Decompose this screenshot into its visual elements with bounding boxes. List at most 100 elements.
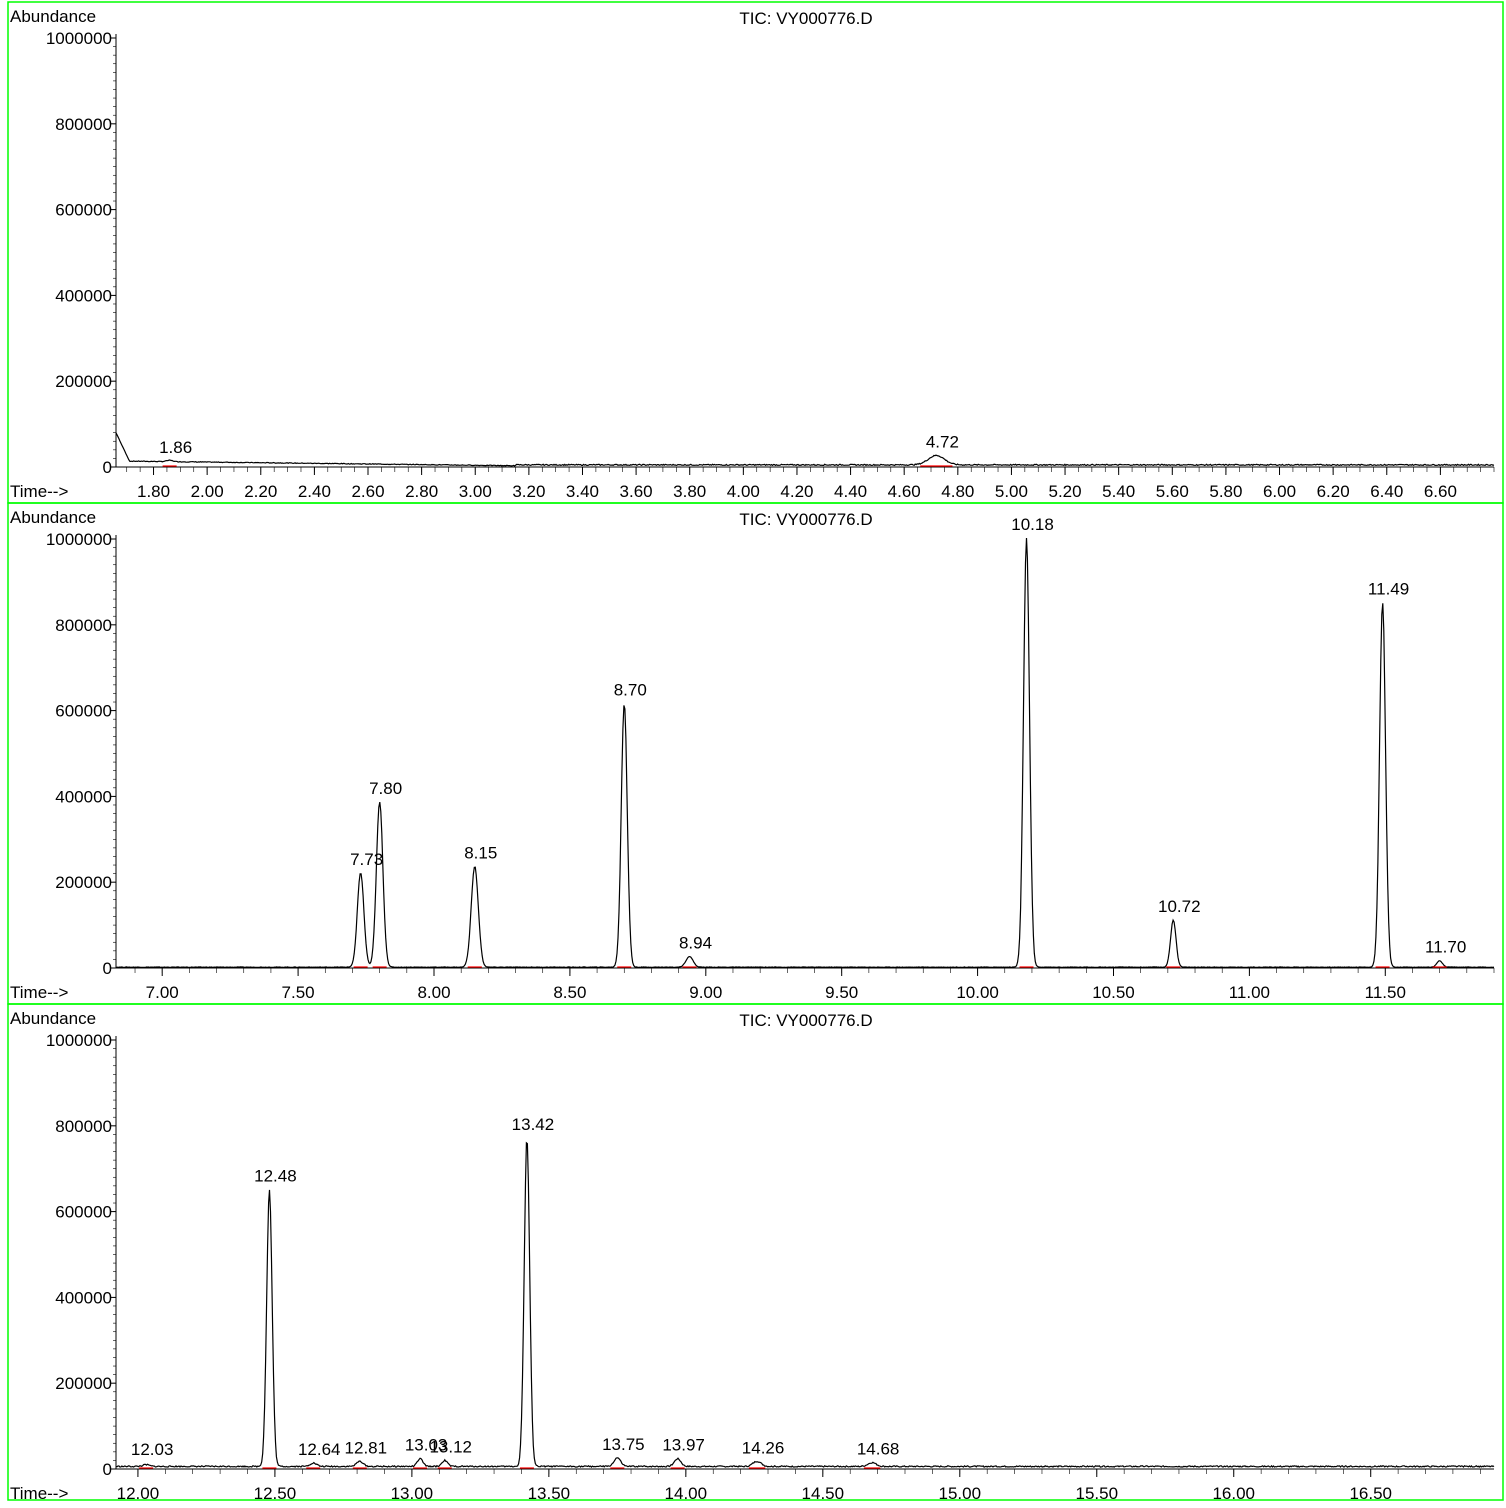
x-tick-label: 3.60: [620, 482, 653, 501]
y-tick-label: 400000: [55, 787, 112, 806]
y-tick-label: 0: [103, 959, 112, 978]
x-tick-label: 4.20: [780, 482, 813, 501]
peak-label: 13.97: [662, 1436, 705, 1455]
y-tick-label: 1000000: [46, 530, 112, 549]
x-tick-label: 4.40: [834, 482, 867, 501]
x-tick-label: 8.50: [553, 983, 586, 1002]
peak-label: 11.70: [1425, 938, 1466, 957]
x-tick-label: 7.00: [146, 983, 179, 1002]
peak-label: 1.86: [159, 438, 192, 457]
x-tick-label: 14.50: [802, 1484, 845, 1503]
y-tick-label: 0: [103, 1460, 112, 1479]
peak-label: 7.80: [369, 779, 402, 798]
x-tick-label: 2.40: [298, 482, 331, 501]
y-tick-label: 200000: [55, 1374, 112, 1393]
peak-label: 14.68: [857, 1440, 900, 1459]
x-tick-label: 6.60: [1424, 482, 1457, 501]
x-tick-label: 14.00: [665, 1484, 708, 1503]
x-tick-label: 5.60: [1156, 482, 1189, 501]
panel-frame: [7, 502, 1504, 1005]
x-tick-label: 5.20: [1049, 482, 1082, 501]
peak-label: 14.26: [742, 1438, 785, 1457]
x-tick-label: 16.50: [1349, 1484, 1392, 1503]
x-tick-label: 4.80: [941, 482, 974, 501]
panel-frame: [7, 1003, 1504, 1501]
peak-label: 11.49: [1368, 579, 1409, 598]
x-tick-label: 7.50: [282, 983, 315, 1002]
y-tick-label: 0: [103, 458, 112, 477]
y-tick-label: 800000: [55, 115, 112, 134]
x-axis-label: Time-->: [10, 983, 68, 1002]
x-tick-label: 13.50: [528, 1484, 571, 1503]
tic-trace: [115, 432, 1495, 467]
panel-1: Abundance TIC: VY000776.D Time--> 0 200000 40…: [7, 1, 1504, 504]
x-tick-label: 12.00: [117, 1484, 160, 1503]
x-tick-label: 11.00: [1229, 983, 1270, 1002]
x-tick-label: 6.20: [1317, 482, 1350, 501]
x-tick-label: 6.40: [1370, 482, 1403, 501]
tic-trace: [115, 1141, 1495, 1468]
x-tick-label: 5.00: [995, 482, 1028, 501]
peak-label: 13.42: [512, 1115, 555, 1134]
y-tick-label: 600000: [55, 702, 112, 721]
y-axis-label: Abundance: [10, 1009, 96, 1028]
y-tick-label: 800000: [55, 616, 112, 635]
x-tick-label: 1.80: [137, 482, 170, 501]
x-tick-label: 3.20: [512, 482, 545, 501]
x-tick-label: 16.00: [1212, 1484, 1255, 1503]
peak-label: 8.94: [679, 933, 712, 952]
peak-label: 7.73: [350, 850, 383, 869]
panel-2: Abundance TIC: VY000776.D Time--> 0 200000 40…: [7, 502, 1504, 1005]
x-tick-label: 8.00: [417, 983, 450, 1002]
x-tick-label: 11.50: [1365, 983, 1406, 1002]
x-tick-label: 4.60: [888, 482, 921, 501]
x-tick-label: 4.00: [727, 482, 760, 501]
x-axis-label: Time-->: [10, 482, 68, 501]
x-tick-label: 9.00: [689, 983, 722, 1002]
peak-label: 12.81: [345, 1438, 388, 1457]
chart-title: TIC: VY000776.D: [739, 1011, 872, 1030]
y-tick-label: 600000: [55, 201, 112, 220]
peak-label: 8.15: [464, 843, 497, 862]
y-tick-label: 1000000: [46, 1031, 112, 1050]
panel-frame: [7, 1, 1504, 504]
y-tick-label: 400000: [55, 1288, 112, 1307]
peak-label: 10.18: [1011, 515, 1054, 534]
x-tick-label: 15.50: [1075, 1484, 1118, 1503]
y-tick-label: 200000: [55, 873, 112, 892]
peak-label: 13.03: [405, 1436, 448, 1455]
peak-label: 8.70: [614, 680, 647, 699]
y-tick-label: 200000: [55, 372, 112, 391]
x-tick-label: 2.00: [191, 482, 224, 501]
x-tick-label: 5.80: [1209, 482, 1242, 501]
x-tick-label: 13.00: [391, 1484, 434, 1503]
x-tick-label: 10.50: [1092, 983, 1135, 1002]
chart-title: TIC: VY000776.D: [739, 510, 872, 529]
peak-label: 13.75: [602, 1435, 645, 1454]
x-tick-label: 9.50: [825, 983, 858, 1002]
peak-label: 10.72: [1158, 897, 1201, 916]
x-tick-label: 12.50: [254, 1484, 297, 1503]
panel-3: Abundance TIC: VY000776.D Time--> 0 200000 40…: [7, 1003, 1504, 1503]
peak-label: 13.12: [429, 1437, 472, 1456]
y-tick-label: 1000000: [46, 29, 112, 48]
x-axis-label: Time-->: [10, 1484, 68, 1503]
tic-trace: [115, 537, 1495, 969]
x-tick-label: 5.40: [1102, 482, 1135, 501]
peak-label: 12.03: [131, 1440, 174, 1459]
y-tick-label: 400000: [55, 286, 112, 305]
x-tick-label: 10.00: [956, 983, 999, 1002]
y-axis-label: Abundance: [10, 508, 96, 527]
x-tick-label: 2.60: [351, 482, 384, 501]
y-tick-label: 800000: [55, 1117, 112, 1136]
x-tick-label: 3.40: [566, 482, 599, 501]
peak-label: 4.72: [926, 432, 959, 451]
x-tick-label: 2.80: [405, 482, 438, 501]
y-axis-label: Abundance: [10, 7, 96, 26]
chart-title: TIC: VY000776.D: [739, 9, 872, 28]
x-tick-label: 6.00: [1263, 482, 1296, 501]
x-tick-label: 15.00: [939, 1484, 982, 1503]
x-tick-label: 2.20: [244, 482, 277, 501]
